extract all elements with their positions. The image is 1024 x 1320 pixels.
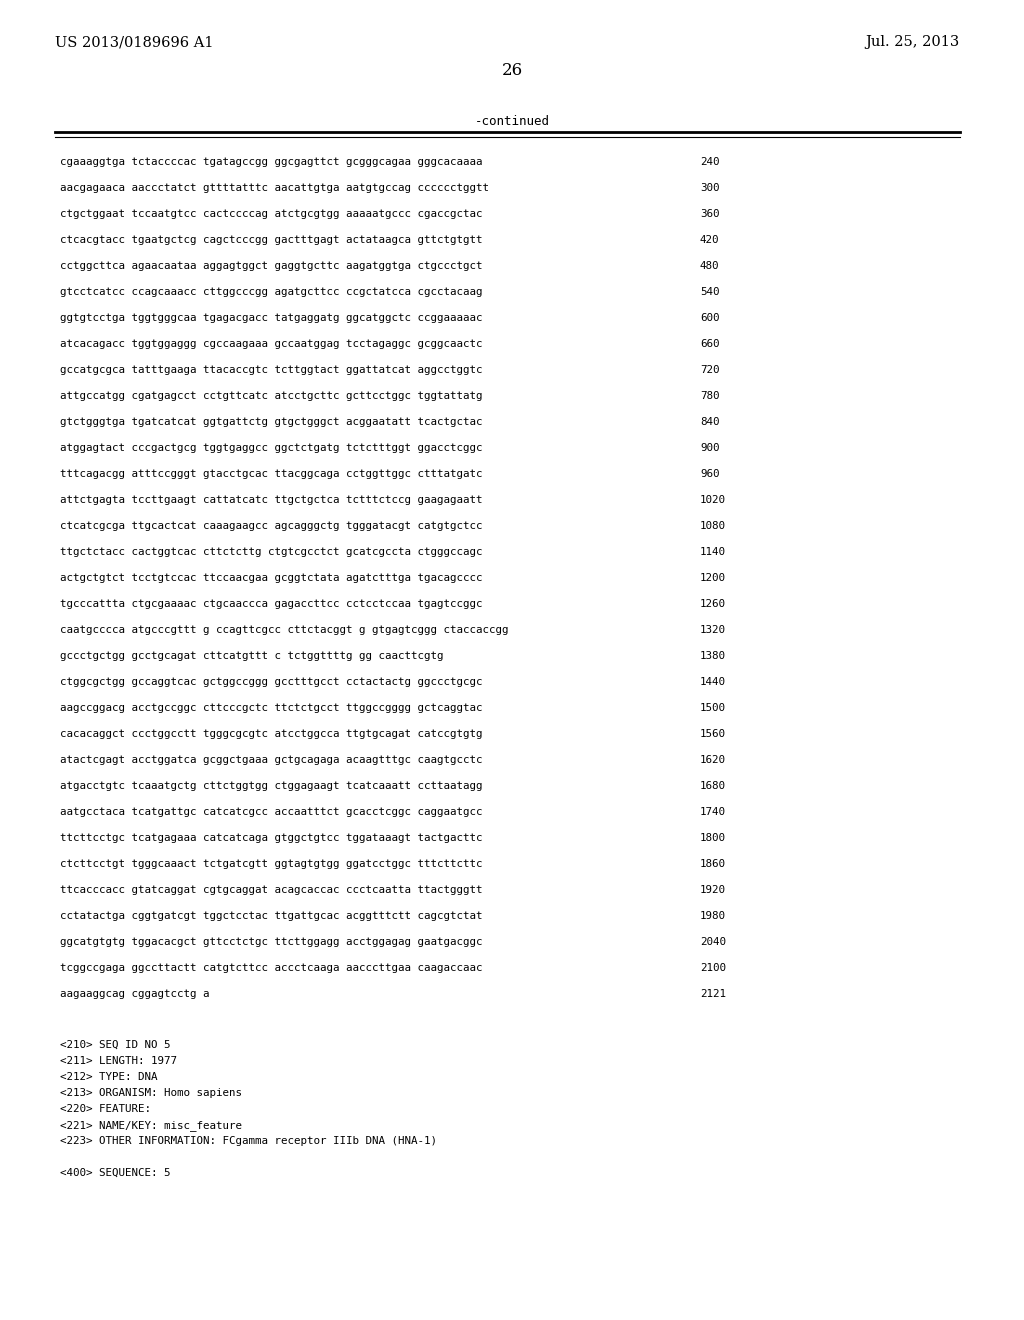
Text: 26: 26 bbox=[502, 62, 522, 79]
Text: 1260: 1260 bbox=[700, 599, 726, 609]
Text: ctggcgctgg gccaggtcac gctggccggg gcctttgcct cctactactg ggccctgcgc: ctggcgctgg gccaggtcac gctggccggg gcctttg… bbox=[60, 677, 482, 686]
Text: 2121: 2121 bbox=[700, 989, 726, 999]
Text: 480: 480 bbox=[700, 261, 720, 271]
Text: caatgcccca atgcccgttt g ccagttcgcc cttctacggt g gtgagtcggg ctaccaccgg: caatgcccca atgcccgttt g ccagttcgcc cttct… bbox=[60, 624, 509, 635]
Text: 420: 420 bbox=[700, 235, 720, 246]
Text: cctatactga cggtgatcgt tggctcctac ttgattgcac acggtttctt cagcgtctat: cctatactga cggtgatcgt tggctcctac ttgattg… bbox=[60, 911, 482, 921]
Text: <211> LENGTH: 1977: <211> LENGTH: 1977 bbox=[60, 1056, 177, 1067]
Text: <223> OTHER INFORMATION: FCgamma receptor IIIb DNA (HNA-1): <223> OTHER INFORMATION: FCgamma recepto… bbox=[60, 1137, 437, 1146]
Text: aagaaggcag cggagtcctg a: aagaaggcag cggagtcctg a bbox=[60, 989, 210, 999]
Text: tcggccgaga ggccttactt catgtcttcc accctcaaga aacccttgaa caagaccaac: tcggccgaga ggccttactt catgtcttcc accctca… bbox=[60, 964, 482, 973]
Text: atactcgagt acctggatca gcggctgaaa gctgcagaga acaagtttgc caagtgcctc: atactcgagt acctggatca gcggctgaaa gctgcag… bbox=[60, 755, 482, 766]
Text: 1680: 1680 bbox=[700, 781, 726, 791]
Text: -continued: -continued bbox=[474, 115, 550, 128]
Text: Jul. 25, 2013: Jul. 25, 2013 bbox=[865, 36, 961, 49]
Text: 1500: 1500 bbox=[700, 704, 726, 713]
Text: 1140: 1140 bbox=[700, 546, 726, 557]
Text: 1980: 1980 bbox=[700, 911, 726, 921]
Text: <210> SEQ ID NO 5: <210> SEQ ID NO 5 bbox=[60, 1040, 171, 1049]
Text: <213> ORGANISM: Homo sapiens: <213> ORGANISM: Homo sapiens bbox=[60, 1088, 242, 1098]
Text: cacacaggct ccctggcctt tgggcgcgtc atcctggcca ttgtgcagat catccgtgtg: cacacaggct ccctggcctt tgggcgcgtc atcctgg… bbox=[60, 729, 482, 739]
Text: 1320: 1320 bbox=[700, 624, 726, 635]
Text: attgccatgg cgatgagcct cctgttcatc atcctgcttc gcttcctggc tggtattatg: attgccatgg cgatgagcct cctgttcatc atcctgc… bbox=[60, 391, 482, 401]
Text: aatgcctaca tcatgattgc catcatcgcc accaatttct gcacctcggc caggaatgcc: aatgcctaca tcatgattgc catcatcgcc accaatt… bbox=[60, 807, 482, 817]
Text: <221> NAME/KEY: misc_feature: <221> NAME/KEY: misc_feature bbox=[60, 1119, 242, 1131]
Text: 600: 600 bbox=[700, 313, 720, 323]
Text: 1080: 1080 bbox=[700, 521, 726, 531]
Text: 1620: 1620 bbox=[700, 755, 726, 766]
Text: 1560: 1560 bbox=[700, 729, 726, 739]
Text: ctcacgtacc tgaatgctcg cagctcccgg gactttgagt actataagca gttctgtgtt: ctcacgtacc tgaatgctcg cagctcccgg gactttg… bbox=[60, 235, 482, 246]
Text: ttgctctacc cactggtcac cttctcttg ctgtcgcctct gcatcgccta ctgggccagc: ttgctctacc cactggtcac cttctcttg ctgtcgcc… bbox=[60, 546, 482, 557]
Text: 960: 960 bbox=[700, 469, 720, 479]
Text: cctggcttca agaacaataa aggagtggct gaggtgcttc aagatggtga ctgccctgct: cctggcttca agaacaataa aggagtggct gaggtgc… bbox=[60, 261, 482, 271]
Text: <212> TYPE: DNA: <212> TYPE: DNA bbox=[60, 1072, 158, 1082]
Text: gccctgctgg gcctgcagat cttcatgttt c tctggttttg gg caacttcgtg: gccctgctgg gcctgcagat cttcatgttt c tctgg… bbox=[60, 651, 443, 661]
Text: aagccggacg acctgccggc cttcccgctc ttctctgcct ttggccgggg gctcaggtac: aagccggacg acctgccggc cttcccgctc ttctctg… bbox=[60, 704, 482, 713]
Text: 1740: 1740 bbox=[700, 807, 726, 817]
Text: tgcccattta ctgcgaaaac ctgcaaccca gagaccttcc cctcctccaa tgagtccggc: tgcccattta ctgcgaaaac ctgcaaccca gagacct… bbox=[60, 599, 482, 609]
Text: 300: 300 bbox=[700, 183, 720, 193]
Text: ggtgtcctga tggtgggcaa tgagacgacc tatgaggatg ggcatggctc ccggaaaaac: ggtgtcctga tggtgggcaa tgagacgacc tatgagg… bbox=[60, 313, 482, 323]
Text: 780: 780 bbox=[700, 391, 720, 401]
Text: atggagtact cccgactgcg tggtgaggcc ggctctgatg tctctttggt ggacctcggc: atggagtact cccgactgcg tggtgaggcc ggctctg… bbox=[60, 444, 482, 453]
Text: gtcctcatcc ccagcaaacc cttggcccgg agatgcttcc ccgctatcca cgcctacaag: gtcctcatcc ccagcaaacc cttggcccgg agatgct… bbox=[60, 286, 482, 297]
Text: US 2013/0189696 A1: US 2013/0189696 A1 bbox=[55, 36, 213, 49]
Text: aacgagaaca aaccctatct gttttatttc aacattgtga aatgtgccag cccccctggtt: aacgagaaca aaccctatct gttttatttc aacattg… bbox=[60, 183, 489, 193]
Text: 720: 720 bbox=[700, 366, 720, 375]
Text: gtctgggtga tgatcatcat ggtgattctg gtgctgggct acggaatatt tcactgctac: gtctgggtga tgatcatcat ggtgattctg gtgctgg… bbox=[60, 417, 482, 426]
Text: 2040: 2040 bbox=[700, 937, 726, 946]
Text: 900: 900 bbox=[700, 444, 720, 453]
Text: 1200: 1200 bbox=[700, 573, 726, 583]
Text: 660: 660 bbox=[700, 339, 720, 348]
Text: tttcagacgg atttccgggt gtacctgcac ttacggcaga cctggttggc ctttatgatc: tttcagacgg atttccgggt gtacctgcac ttacggc… bbox=[60, 469, 482, 479]
Text: ttcacccacc gtatcaggat cgtgcaggat acagcaccac ccctcaatta ttactgggtt: ttcacccacc gtatcaggat cgtgcaggat acagcac… bbox=[60, 884, 482, 895]
Text: gccatgcgca tatttgaaga ttacaccgtc tcttggtact ggattatcat aggcctggtc: gccatgcgca tatttgaaga ttacaccgtc tcttggt… bbox=[60, 366, 482, 375]
Text: atcacagacc tggtggaggg cgccaagaaa gccaatggag tcctagaggc gcggcaactc: atcacagacc tggtggaggg cgccaagaaa gccaatg… bbox=[60, 339, 482, 348]
Text: 2100: 2100 bbox=[700, 964, 726, 973]
Text: actgctgtct tcctgtccac ttccaacgaa gcggtctata agatctttga tgacagcccc: actgctgtct tcctgtccac ttccaacgaa gcggtct… bbox=[60, 573, 482, 583]
Text: <220> FEATURE:: <220> FEATURE: bbox=[60, 1104, 151, 1114]
Text: 360: 360 bbox=[700, 209, 720, 219]
Text: 1860: 1860 bbox=[700, 859, 726, 869]
Text: 240: 240 bbox=[700, 157, 720, 168]
Text: ttcttcctgc tcatgagaaa catcatcaga gtggctgtcc tggataaagt tactgacttc: ttcttcctgc tcatgagaaa catcatcaga gtggctg… bbox=[60, 833, 482, 843]
Text: atgacctgtc tcaaatgctg cttctggtgg ctggagaagt tcatcaaatt ccttaatagg: atgacctgtc tcaaatgctg cttctggtgg ctggaga… bbox=[60, 781, 482, 791]
Text: 840: 840 bbox=[700, 417, 720, 426]
Text: ctcatcgcga ttgcactcat caaagaagcc agcagggctg tgggatacgt catgtgctcc: ctcatcgcga ttgcactcat caaagaagcc agcaggg… bbox=[60, 521, 482, 531]
Text: attctgagta tccttgaagt cattatcatc ttgctgctca tctttctccg gaagagaatt: attctgagta tccttgaagt cattatcatc ttgctgc… bbox=[60, 495, 482, 506]
Text: 1440: 1440 bbox=[700, 677, 726, 686]
Text: cgaaaggtga tctaccccac tgatagccgg ggcgagttct gcgggcagaa gggcacaaaa: cgaaaggtga tctaccccac tgatagccgg ggcgagt… bbox=[60, 157, 482, 168]
Text: 1020: 1020 bbox=[700, 495, 726, 506]
Text: ctcttcctgt tgggcaaact tctgatcgtt ggtagtgtgg ggatcctggc tttcttcttc: ctcttcctgt tgggcaaact tctgatcgtt ggtagtg… bbox=[60, 859, 482, 869]
Text: ggcatgtgtg tggacacgct gttcctctgc ttcttggagg acctggagag gaatgacggc: ggcatgtgtg tggacacgct gttcctctgc ttcttgg… bbox=[60, 937, 482, 946]
Text: 540: 540 bbox=[700, 286, 720, 297]
Text: ctgctggaat tccaatgtcc cactccccag atctgcgtgg aaaaatgccc cgaccgctac: ctgctggaat tccaatgtcc cactccccag atctgcg… bbox=[60, 209, 482, 219]
Text: 1380: 1380 bbox=[700, 651, 726, 661]
Text: 1800: 1800 bbox=[700, 833, 726, 843]
Text: 1920: 1920 bbox=[700, 884, 726, 895]
Text: <400> SEQUENCE: 5: <400> SEQUENCE: 5 bbox=[60, 1168, 171, 1177]
